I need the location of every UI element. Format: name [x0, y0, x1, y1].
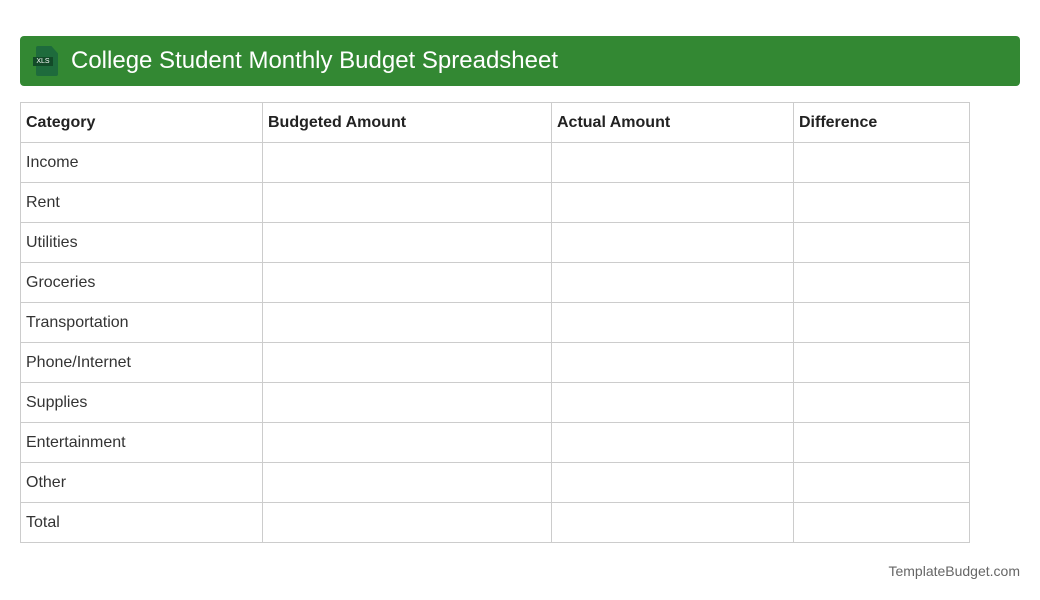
table-row: Rent: [20, 182, 970, 223]
value-cell[interactable]: [262, 222, 552, 263]
value-cell[interactable]: [262, 182, 552, 223]
value-cell[interactable]: [793, 182, 970, 223]
table-row: Total: [20, 502, 970, 543]
value-cell[interactable]: [793, 342, 970, 383]
column-header: Difference: [793, 102, 970, 143]
value-cell[interactable]: [262, 262, 552, 303]
value-cell[interactable]: [793, 142, 970, 183]
column-header: Category: [20, 102, 263, 143]
value-cell[interactable]: [262, 142, 552, 183]
value-cell[interactable]: [551, 342, 794, 383]
value-cell[interactable]: [551, 422, 794, 463]
page-title: College Student Monthly Budget Spreadshe…: [71, 47, 558, 74]
category-cell: Other: [20, 462, 263, 503]
value-cell[interactable]: [262, 462, 552, 503]
column-header: Actual Amount: [551, 102, 794, 143]
table-row: Supplies: [20, 382, 970, 423]
table-row: Utilities: [20, 222, 970, 263]
value-cell[interactable]: [262, 302, 552, 343]
xls-file-icon: XLS: [33, 46, 59, 76]
value-cell[interactable]: [262, 422, 552, 463]
value-cell[interactable]: [551, 142, 794, 183]
value-cell[interactable]: [551, 262, 794, 303]
category-cell: Phone/Internet: [20, 342, 263, 383]
value-cell[interactable]: [793, 222, 970, 263]
table-row: Other: [20, 462, 970, 503]
table-row: Entertainment: [20, 422, 970, 463]
category-cell: Transportation: [20, 302, 263, 343]
value-cell[interactable]: [551, 182, 794, 223]
category-cell: Rent: [20, 182, 263, 223]
value-cell[interactable]: [793, 382, 970, 423]
category-cell: Groceries: [20, 262, 263, 303]
value-cell[interactable]: [793, 262, 970, 303]
value-cell[interactable]: [793, 462, 970, 503]
category-cell: Entertainment: [20, 422, 263, 463]
footer-brand: TemplateBudget.com: [888, 563, 1020, 579]
value-cell[interactable]: [793, 422, 970, 463]
category-cell: Utilities: [20, 222, 263, 263]
table-row: Groceries: [20, 262, 970, 303]
value-cell[interactable]: [262, 382, 552, 423]
column-header: Budgeted Amount: [262, 102, 552, 143]
page-header: XLS College Student Monthly Budget Sprea…: [20, 36, 1020, 86]
value-cell[interactable]: [793, 502, 970, 543]
value-cell[interactable]: [262, 342, 552, 383]
table-row: Income: [20, 142, 970, 183]
value-cell[interactable]: [551, 462, 794, 503]
value-cell[interactable]: [793, 302, 970, 343]
category-cell: Supplies: [20, 382, 263, 423]
budget-table: Category Budgeted Amount Actual Amount Diff…: [20, 102, 970, 543]
category-cell: Income: [20, 142, 263, 183]
category-cell: Total: [20, 502, 263, 543]
table-row: Phone/Internet: [20, 342, 970, 383]
value-cell[interactable]: [551, 222, 794, 263]
value-cell[interactable]: [551, 382, 794, 423]
table-row: Transportation: [20, 302, 970, 343]
value-cell[interactable]: [262, 502, 552, 543]
value-cell[interactable]: [551, 502, 794, 543]
value-cell[interactable]: [551, 302, 794, 343]
